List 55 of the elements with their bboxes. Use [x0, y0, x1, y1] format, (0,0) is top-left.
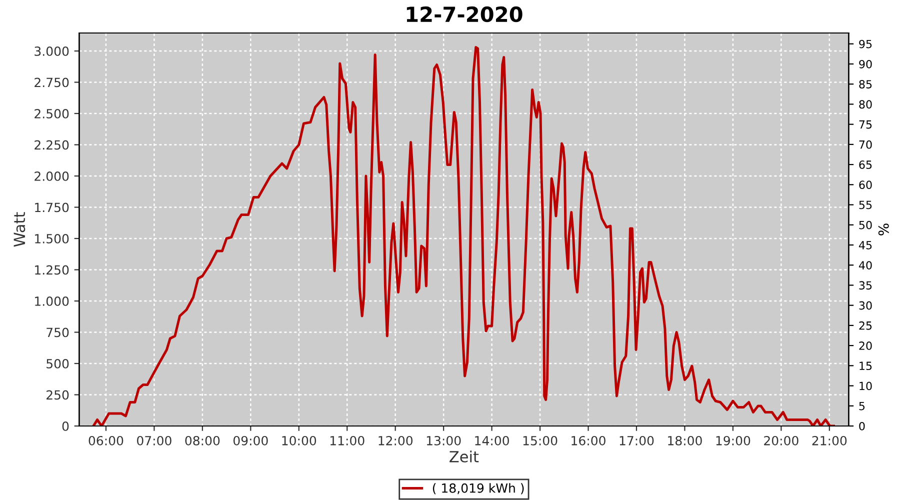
y2-tick-label: 5 [859, 402, 865, 410]
y2-tick-label: 40 [858, 261, 872, 270]
y-tick-label: 1.500 [35, 234, 69, 244]
x-tick-label: 13:00 [426, 436, 461, 446]
y2-tick-label: 70 [859, 140, 872, 149]
y2-tick-label: 60 [859, 180, 872, 190]
x-tick-label: 12:00 [378, 436, 413, 446]
y-tick-label: 2.750 [34, 78, 69, 88]
x-tick-label: 08:00 [185, 436, 220, 446]
y-tick-label: 500 [46, 358, 69, 368]
y2-tick-label: 15 [860, 362, 872, 370]
y2-tick-label: 50 [859, 220, 872, 230]
y2-tick-label: 20 [859, 342, 872, 350]
x-tick-label: 16:00 [572, 436, 606, 446]
line-series [92, 46, 835, 426]
y2-tick-label: 35 [859, 281, 872, 290]
x-tick-label: 20:00 [764, 436, 798, 446]
x-tick-label: 10:00 [282, 436, 316, 446]
y2-tick-label: 0 [859, 422, 865, 430]
y-tick-label: 2.500 [34, 108, 69, 118]
y2-tick-label: 30 [859, 301, 872, 310]
y-axis-title: Watt [14, 212, 26, 247]
x-tick-label: 09:00 [233, 436, 268, 446]
x-tick-label: 17:00 [620, 436, 654, 446]
x-tick-label: 19:00 [716, 436, 750, 446]
x-tick-label: 07:00 [137, 436, 172, 446]
x-tick-label: 21:00 [812, 436, 847, 446]
y2-axis-title: % [878, 224, 889, 236]
y-tick-label: 2.250 [34, 140, 69, 150]
x-tick-label: 11:00 [330, 436, 364, 446]
y2-tick-label: 90 [859, 60, 872, 68]
x-tick-label: 14:00 [475, 436, 509, 446]
x-tick-label: 06:00 [88, 436, 124, 446]
y-tick-label: 1.250 [35, 265, 69, 275]
y-tick-label: 1.750 [35, 202, 69, 212]
x-axis-title: Zeit [450, 450, 479, 462]
y2-tick-label: 65 [859, 160, 872, 169]
y-tick-label: 3.000 [34, 46, 69, 56]
y-tick-label: 1.000 [35, 296, 69, 306]
y2-tick-label: 75 [859, 120, 872, 129]
y-tick-label: 250 [46, 390, 69, 400]
y-tick-label: 2.000 [34, 171, 69, 181]
x-tick-label: 15:00 [523, 436, 558, 446]
x-tick-label: 18:00 [668, 436, 702, 446]
y2-tick-label: 10 [860, 382, 872, 390]
y2-tick-label: 95 [859, 40, 872, 48]
y2-tick-label: 85 [859, 80, 872, 88]
y2-tick-label: 25 [859, 321, 872, 330]
chart-title: 12-7-2020 [406, 6, 522, 22]
legend-label: ( 18,019 kWh ) [432, 483, 524, 494]
y-tick-label: 750 [46, 328, 69, 338]
y2-tick-label: 55 [859, 200, 872, 210]
y-tick-label: 0 [62, 421, 69, 431]
y2-tick-label: 45 [858, 241, 872, 250]
y2-tick-label: 80 [859, 100, 872, 109]
